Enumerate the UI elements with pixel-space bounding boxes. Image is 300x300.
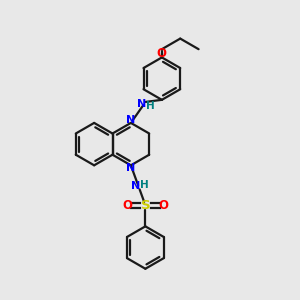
Text: S: S (141, 199, 150, 212)
Text: O: O (157, 47, 167, 60)
Text: N: N (126, 115, 136, 125)
Text: N: N (131, 182, 140, 191)
Text: O: O (158, 199, 168, 212)
Text: N: N (126, 163, 136, 173)
Text: O: O (122, 199, 132, 212)
Text: N: N (137, 99, 146, 109)
Text: H: H (146, 100, 155, 110)
Text: H: H (140, 180, 149, 190)
